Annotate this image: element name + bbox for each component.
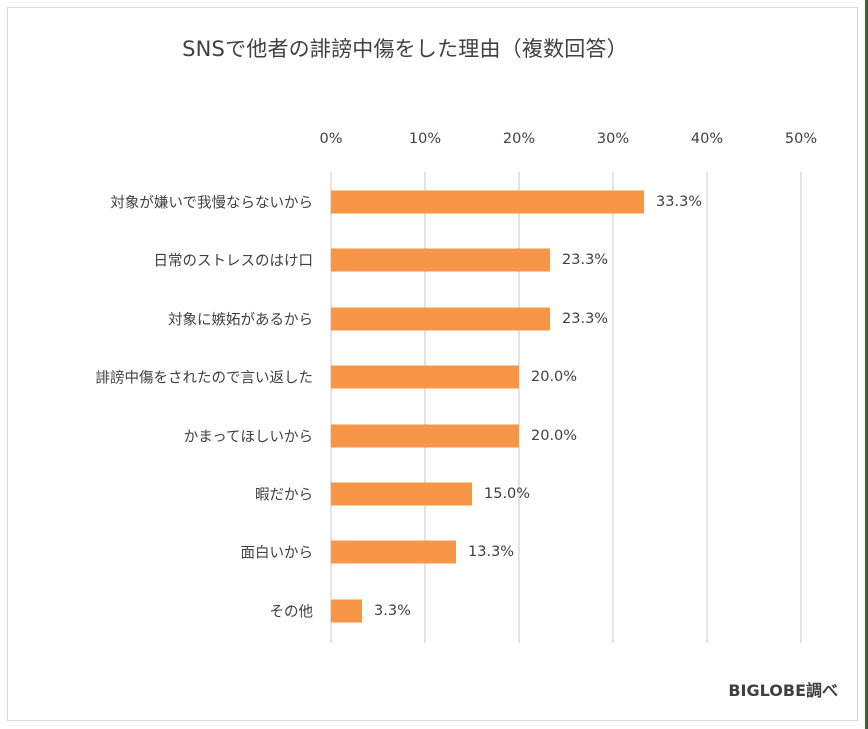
bar (331, 482, 472, 506)
bar (331, 540, 457, 564)
chart-title: SNSで他者の誹謗中傷をした理由（複数回答） (182, 37, 628, 61)
value-label: 20.0% (531, 369, 578, 386)
gridline (800, 172, 802, 643)
bar (331, 424, 519, 448)
value-label: 23.3% (562, 310, 609, 327)
x-tick-label: 30% (596, 131, 630, 147)
source-note: BIGLOBE調べ (728, 681, 838, 700)
bar (331, 248, 551, 272)
value-label: 33.3% (656, 194, 703, 210)
x-tick-label: 10% (408, 131, 442, 147)
bar (331, 190, 645, 214)
gridline (612, 172, 614, 643)
category-label: 暇だから (255, 487, 313, 504)
category-label: 誹謗中傷をされたので言い返した (95, 370, 314, 387)
value-label: 13.3% (468, 544, 515, 561)
category-label: 対象が嫌いで我慢ならないから (110, 195, 313, 212)
x-tick-label: 20% (502, 131, 536, 147)
value-label: 3.3% (374, 602, 411, 619)
value-label: 23.3% (562, 252, 609, 269)
category-label: 対象に嫉妬があるから (168, 312, 313, 329)
bar (331, 307, 551, 331)
x-tick-label: 40% (690, 131, 724, 147)
category-label: 面白いから (240, 545, 314, 562)
category-label: 日常のストレスのはけ口 (153, 253, 314, 270)
value-label: 20.0% (531, 427, 578, 444)
gridline (706, 172, 708, 643)
chart-frame (7, 7, 858, 721)
x-tick-label: 50% (784, 131, 818, 147)
category-label: かまってほしいから (183, 429, 313, 446)
category-label: その他 (269, 604, 314, 621)
gridline (424, 172, 426, 643)
gridline (330, 172, 332, 643)
gridline (518, 172, 520, 643)
value-label: 15.0% (484, 486, 531, 502)
window-edge (865, 0, 868, 729)
bar (331, 599, 363, 623)
bar (331, 365, 519, 389)
x-tick-label: 0% (319, 131, 343, 147)
